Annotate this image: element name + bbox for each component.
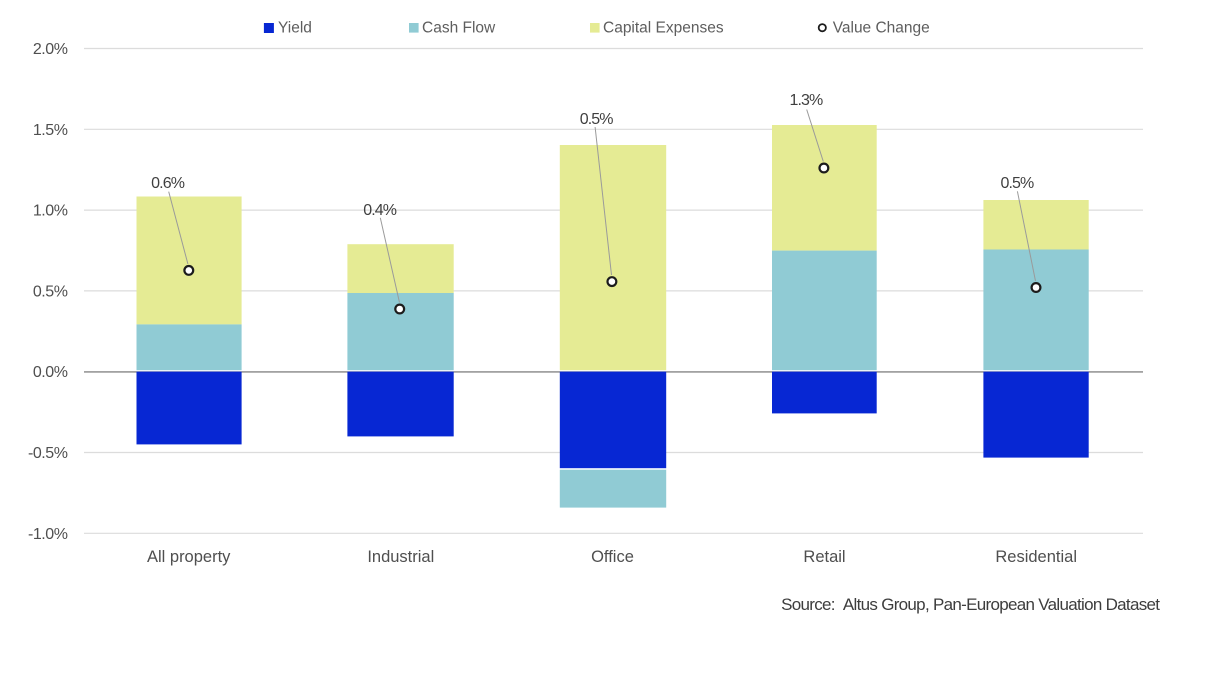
svg-text:Capital Expenses: Capital Expenses: [603, 20, 724, 37]
svg-text:-1.0%: -1.0%: [28, 526, 68, 543]
svg-text:Source: Altus Group, Pan-Euro: Source: Altus Group, Pan-European Valuat…: [781, 595, 1160, 614]
svg-text:0.5%: 0.5%: [33, 283, 68, 300]
svg-text:0.4%: 0.4%: [363, 202, 397, 219]
svg-text:Office: Office: [591, 548, 634, 566]
svg-text:0.6%: 0.6%: [151, 175, 185, 192]
svg-text:Industrial: Industrial: [367, 548, 434, 566]
svg-text:0.5%: 0.5%: [1000, 175, 1034, 192]
svg-text:All property: All property: [147, 548, 231, 566]
svg-text:2.0%: 2.0%: [33, 41, 68, 58]
svg-text:1.5%: 1.5%: [33, 122, 68, 139]
svg-text:-0.5%: -0.5%: [28, 445, 68, 462]
svg-text:Value Change: Value Change: [833, 20, 930, 37]
svg-text:Yield: Yield: [278, 20, 312, 37]
svg-text:Residential: Residential: [995, 548, 1077, 566]
svg-text:0.0%: 0.0%: [33, 364, 68, 381]
svg-text:1.0%: 1.0%: [33, 203, 68, 220]
svg-text:Cash Flow: Cash Flow: [422, 20, 496, 37]
svg-text:Retail: Retail: [803, 548, 845, 566]
svg-text:1.3%: 1.3%: [789, 92, 823, 109]
svg-text:0.5%: 0.5%: [580, 111, 614, 128]
